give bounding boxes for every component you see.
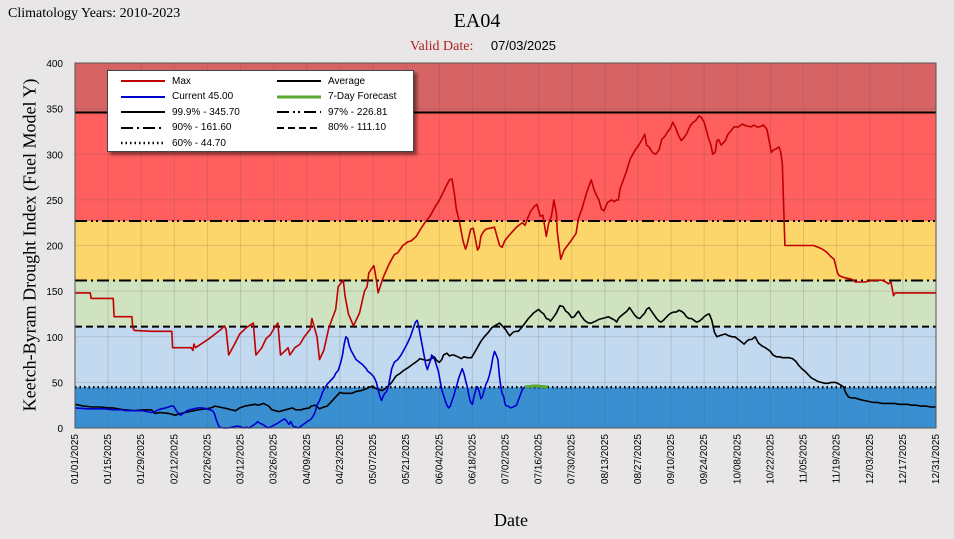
legend-item: 90% - 161.60 [120, 121, 232, 135]
band-layer [75, 63, 936, 428]
legend-swatch [121, 141, 165, 145]
y-tick-400: 400 [46, 59, 63, 70]
x-tick-9: 05/07/2025 [368, 434, 379, 484]
legend-item: Current 45.00 [120, 90, 233, 104]
legend-swatch [277, 95, 321, 98]
legend-item: 97% - 226.81 [276, 105, 388, 119]
x-tick-4: 02/26/2025 [202, 434, 213, 484]
legend-swatch [277, 111, 321, 113]
x-tick-18: 09/10/2025 [666, 434, 677, 484]
x-tick-24: 12/03/2025 [865, 434, 876, 484]
legend-swatch [121, 95, 165, 98]
legend-label: 90% - 161.60 [172, 122, 232, 133]
legend-label: 60% - 44.70 [172, 137, 226, 149]
x-tick-8: 04/23/2025 [335, 434, 346, 484]
y-tick-300: 300 [46, 150, 63, 161]
x-tick-17: 08/27/2025 [633, 434, 644, 484]
legend-item: Max [120, 74, 191, 88]
series-line-3 [524, 384, 548, 389]
x-tick-6: 03/26/2025 [269, 434, 280, 484]
legend-label: Max [172, 75, 191, 87]
legend-label: Current 45.00 [172, 91, 234, 102]
legend-label: 97% - 226.81 [328, 106, 388, 118]
y-axis-label: Keetch-Byram Drought Index (Fuel Model Y… [19, 78, 40, 412]
x-tick-26: 12/31/2025 [931, 434, 942, 484]
y-tick-350: 350 [46, 105, 63, 116]
y-tick-0: 0 [57, 424, 63, 435]
valid-date: Valid Date: 07/03/2025 [410, 38, 556, 55]
series-line-0 [75, 115, 936, 361]
plot-frame [74, 62, 937, 429]
y-tick-150: 150 [46, 287, 63, 298]
x-axis-label: Date [494, 510, 528, 530]
band-3 [75, 221, 936, 281]
x-tick-21: 10/22/2025 [765, 434, 776, 484]
legend: Max Average Current 45.00 7-Day Forecast 99.… [107, 70, 414, 152]
band-2 [75, 280, 936, 327]
y-tick-50: 50 [52, 378, 64, 389]
x-tick-7: 04/09/2025 [302, 434, 313, 484]
legend-item: 7-Day Forecast [276, 90, 396, 104]
series-line-1 [74, 304, 936, 416]
series-layer [74, 115, 936, 429]
x-tick-22: 11/05/2025 [799, 434, 810, 484]
x-tick-12: 06/18/2025 [467, 434, 478, 484]
chart-title: EA04 [453, 10, 501, 32]
x-tick-3: 02/12/2025 [169, 434, 180, 484]
legend-label: 80% - 111.10 [328, 122, 387, 133]
legend-label: Average [328, 75, 366, 87]
legend-swatch [277, 126, 321, 129]
x-tick-15: 07/30/2025 [567, 434, 578, 484]
legend-swatch [121, 80, 165, 82]
x-tick-25: 12/17/2025 [898, 434, 909, 484]
series-line-2 [74, 319, 526, 429]
legend-item: 80% - 111.10 [276, 121, 386, 135]
legend-item: 99.9% - 345.70 [120, 105, 240, 119]
x-tick-14: 07/16/2025 [534, 434, 545, 484]
x-tick-13: 07/02/2025 [501, 434, 512, 484]
y-tick-100: 100 [46, 333, 63, 344]
y-tick-200: 200 [46, 242, 63, 253]
y-tick-labels: 0 50 100 150 200 250 300 350 400 [46, 59, 63, 435]
climatology-years: Climatology Years: 2010-2023 [8, 6, 181, 21]
x-tick-20: 10/08/2025 [732, 434, 743, 484]
legend-swatch [121, 126, 165, 129]
x-tick-labels: 01/01/2025 01/15/2025 01/29/2025 02/12/2025… [70, 434, 942, 484]
x-tick-10: 05/21/2025 [401, 434, 412, 484]
x-tick-23: 11/19/2025 [832, 434, 843, 484]
band-1 [75, 326, 936, 388]
x-tick-5: 03/12/2025 [236, 434, 247, 484]
valid-date-label: Valid Date: [410, 39, 474, 54]
x-tick-16: 08/13/2025 [600, 434, 611, 484]
y-tick-250: 250 [46, 196, 63, 207]
legend-item: 60% - 44.70 [120, 136, 226, 150]
x-tick-19: 09/24/2025 [699, 434, 710, 484]
legend-swatch [277, 80, 321, 82]
valid-date-value: 07/03/2025 [490, 38, 556, 53]
x-tick-0: 01/01/2025 [70, 434, 81, 484]
legend-item: Average [276, 74, 365, 88]
legend-label: 7-Day Forecast [328, 91, 397, 102]
x-tick-1: 01/15/2025 [103, 434, 114, 484]
x-tick-11: 06/04/2025 [434, 434, 445, 484]
legend-swatch [121, 111, 165, 113]
x-tick-2: 01/29/2025 [136, 434, 147, 484]
legend-label: 99.9% - 345.70 [172, 106, 240, 118]
